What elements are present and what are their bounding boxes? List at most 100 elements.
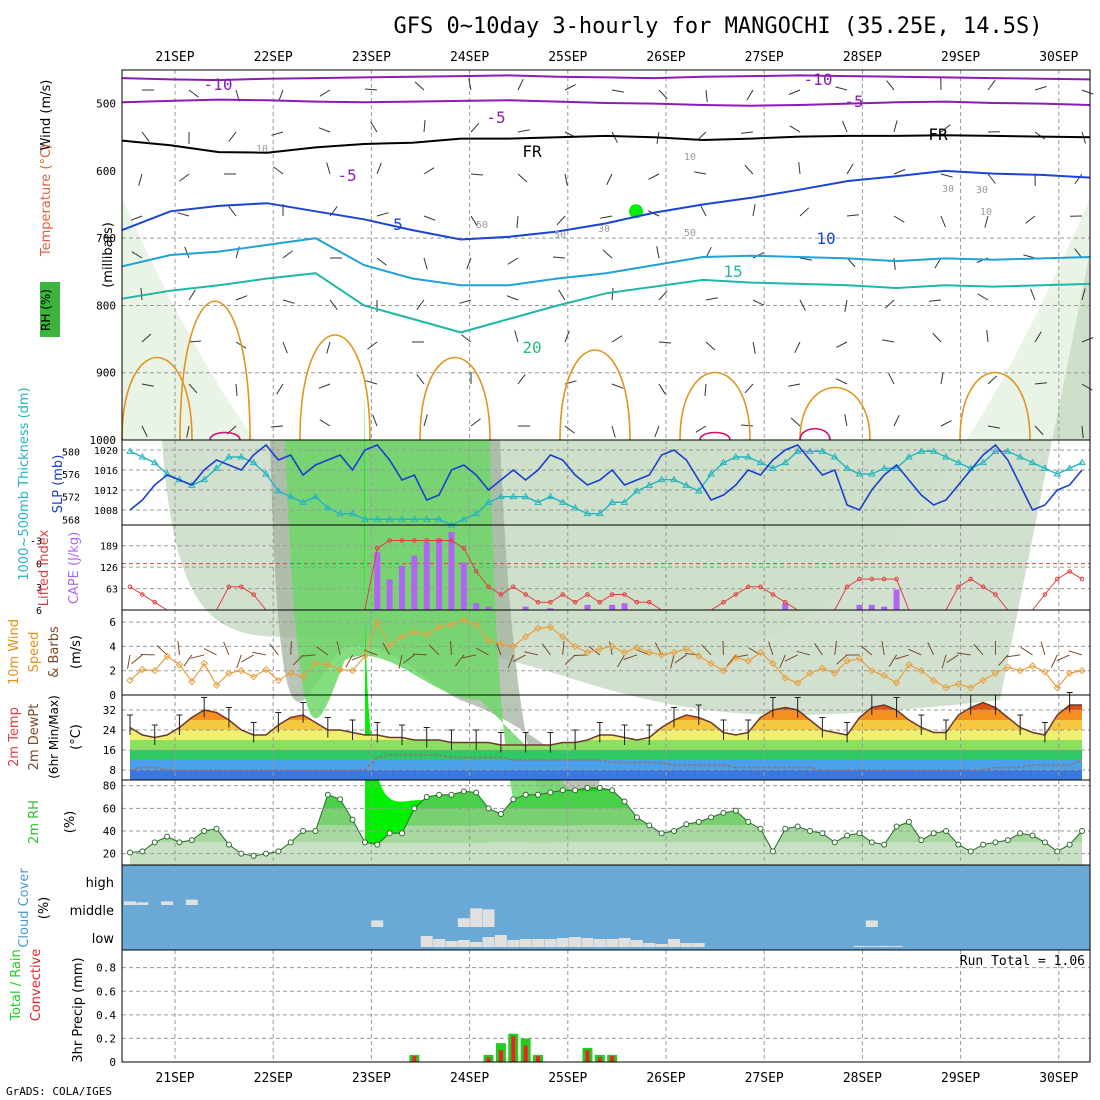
cloud-bar-middle: [482, 909, 495, 927]
cloud-bar-low: [457, 940, 470, 947]
thickness-point: [126, 447, 134, 454]
slp-line: [129, 443, 1083, 512]
thickness-point: [682, 481, 691, 488]
wind-speed-point: [682, 645, 691, 653]
wind-barb: [252, 651, 267, 656]
thickness-point: [1003, 447, 1012, 454]
wind-barb: [236, 654, 242, 669]
rh2m-point: [584, 784, 591, 791]
isotherm-25: [559, 349, 631, 441]
rh-contour-label: 30: [598, 224, 610, 235]
slp-tick-label: 1008: [94, 506, 118, 517]
rh2m-point: [324, 791, 331, 798]
thickness-point: [793, 447, 802, 454]
wind-barb: [326, 341, 331, 354]
wind-barb: [186, 425, 190, 438]
wind-barb: [636, 649, 650, 656]
precip-panel: 0 0.2 0.4 0.6 0.8 Run Total = 1.06 Total / Rai…: [9, 949, 1090, 1069]
wind-barb: [459, 299, 472, 304]
wind-barb: [141, 131, 150, 142]
date-label-top: 26SEP: [646, 50, 685, 65]
thickness-point: [336, 509, 345, 517]
date-label-bottom: 27SEP: [745, 1071, 784, 1086]
li-point: [758, 584, 763, 590]
thickness-point: [286, 492, 295, 500]
wind-barb: [1068, 650, 1083, 656]
wind-barb: [882, 339, 895, 343]
wind-speed-point: [942, 684, 950, 692]
wind-barb: [564, 425, 575, 434]
precip-conv-bar: [597, 1057, 602, 1062]
wind-barb: [1074, 173, 1083, 185]
y-axis-label: 2m DewPt: [27, 704, 42, 771]
li-point: [127, 584, 133, 590]
y-tick-label: 500: [96, 98, 116, 111]
isotherm-25: [679, 371, 751, 441]
wind-speed-point: [435, 623, 443, 631]
rh2m-point: [460, 788, 467, 795]
date-label-bottom: 29SEP: [941, 1071, 980, 1086]
y-axis-label: (m/s): [69, 635, 84, 669]
y-axis-label: SLP (mb): [51, 455, 66, 514]
precip-conv-bar: [498, 1050, 503, 1062]
wind-speed-point: [324, 660, 332, 669]
rh2m-point: [893, 823, 900, 830]
wind-barb: [507, 654, 514, 669]
wind-speed-point: [583, 648, 592, 657]
rh2m-point: [671, 828, 677, 834]
rh2m-point: [423, 794, 430, 800]
wind-speed-point: [880, 671, 888, 680]
date-label-bottom: 28SEP: [843, 1071, 882, 1086]
rh2m-point: [609, 787, 616, 794]
li-point: [585, 592, 590, 597]
li-point: [523, 592, 528, 597]
wind-barb: [564, 654, 576, 666]
cape-tick-label: 126: [100, 563, 118, 574]
cloud-bar-low: [556, 938, 569, 947]
wind-speed-point: [954, 680, 963, 688]
rh2m-point: [918, 837, 925, 844]
wind-speed-point: [447, 620, 456, 629]
cloud-bar-low: [680, 943, 693, 947]
wind-barb: [290, 640, 292, 655]
wind-barb: [319, 419, 331, 427]
wind-barb: [449, 640, 452, 655]
thickness-point: [657, 475, 666, 483]
wind-barb: [564, 84, 576, 91]
rh2m-point: [831, 839, 838, 846]
li-point: [770, 592, 776, 597]
li-point: [510, 584, 516, 590]
thickness-point: [595, 509, 604, 517]
wind-barb: [462, 654, 477, 659]
credit-label: GrADS: COLA/IGES: [6, 1085, 112, 1098]
wind-barb: [318, 127, 331, 133]
wind-tick-label: 2: [109, 665, 116, 678]
thickness-tick-label: 572: [62, 493, 80, 504]
wind-barb: [1023, 254, 1036, 259]
rh2m-point: [275, 848, 282, 855]
cloud-level-label: high: [86, 876, 114, 891]
wind-barb: [228, 206, 237, 217]
rh2m-point: [448, 791, 455, 798]
rh2m-point: [263, 850, 269, 857]
wind-speed-point: [769, 659, 777, 668]
thickness-point: [373, 515, 382, 522]
wind-barb: [881, 641, 885, 656]
wind-barb: [188, 289, 196, 301]
wind-barb: [790, 417, 801, 427]
wind-barb: [600, 215, 613, 219]
wind-barb: [940, 173, 953, 178]
wind-speed-point: [633, 643, 641, 652]
thickness-point: [769, 464, 777, 471]
li-point: [869, 576, 875, 582]
isotherm-25: [799, 386, 871, 441]
wind-barb: [282, 250, 293, 259]
wind-barb: [779, 654, 786, 669]
li-tick-label: 6: [36, 606, 42, 617]
cloud-bar-low: [532, 939, 544, 947]
wind-barb: [611, 335, 623, 343]
y-axis-label: Wind (m/s): [39, 80, 54, 151]
wind-barb: [658, 290, 668, 301]
wind-barb: [987, 79, 996, 91]
wind-barb: [517, 129, 530, 133]
